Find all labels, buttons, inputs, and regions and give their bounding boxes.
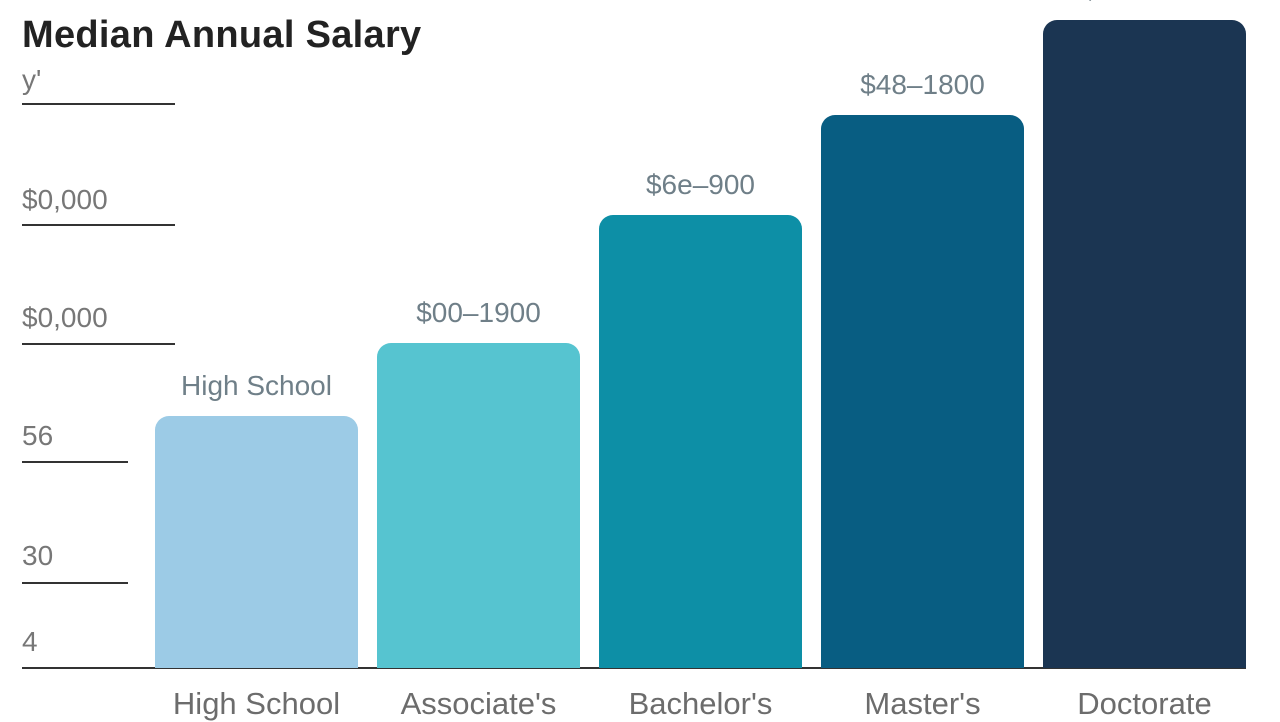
y-tick-label: 30: [22, 540, 54, 571]
x-tick-label: Master's: [864, 686, 981, 721]
y-tick-label: $0,000: [22, 302, 108, 333]
bar-high-school: [155, 416, 358, 668]
x-tick-label: Doctorate: [1077, 686, 1212, 721]
x-tick-label: Bachelor's: [628, 686, 773, 721]
bar-bachelor-s: [599, 215, 802, 668]
bar-doctorate: [1043, 20, 1246, 668]
x-tick-label: Associate's: [400, 686, 557, 721]
y-tick-line: [22, 343, 175, 345]
y-tick-line: [22, 582, 128, 584]
y-tick-line: [22, 224, 175, 226]
y-tick-line: [22, 103, 175, 105]
y-tick-label: $0,000: [22, 184, 108, 215]
x-tick-label: High School: [172, 686, 341, 721]
bar-value-label: $6e–900: [645, 169, 755, 200]
y-tick-line: [22, 461, 128, 463]
y-tick-label: 4: [22, 626, 38, 657]
y-tick-label: 56: [22, 420, 54, 451]
bar-value-label: High School: [181, 370, 332, 401]
chart-title: Median Annual Salary: [22, 14, 422, 56]
y-tick-label: y': [22, 64, 42, 95]
bar-value-label: $00–1900: [416, 297, 541, 328]
bar-master-s: [821, 115, 1024, 668]
x-axis-line: [22, 667, 1246, 669]
bar-value-label: $63–1600: [1015, 0, 1275, 6]
bar-value-label: $48–1800: [860, 69, 985, 100]
bar-associate-s: [377, 343, 580, 668]
